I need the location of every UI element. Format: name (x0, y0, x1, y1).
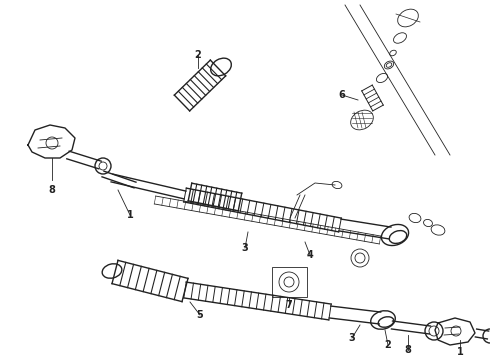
Bar (272, 267, 307, 297)
Text: 7: 7 (286, 300, 293, 310)
Text: 8: 8 (49, 185, 55, 195)
Text: 8: 8 (405, 345, 412, 355)
Text: 5: 5 (196, 310, 203, 320)
Text: 6: 6 (339, 90, 345, 100)
Text: 1: 1 (126, 210, 133, 220)
Text: 3: 3 (348, 333, 355, 343)
Text: 4: 4 (307, 250, 314, 260)
Text: 1: 1 (457, 347, 464, 357)
Text: 2: 2 (195, 50, 201, 60)
Text: 2: 2 (385, 340, 392, 350)
Text: 3: 3 (242, 243, 248, 253)
